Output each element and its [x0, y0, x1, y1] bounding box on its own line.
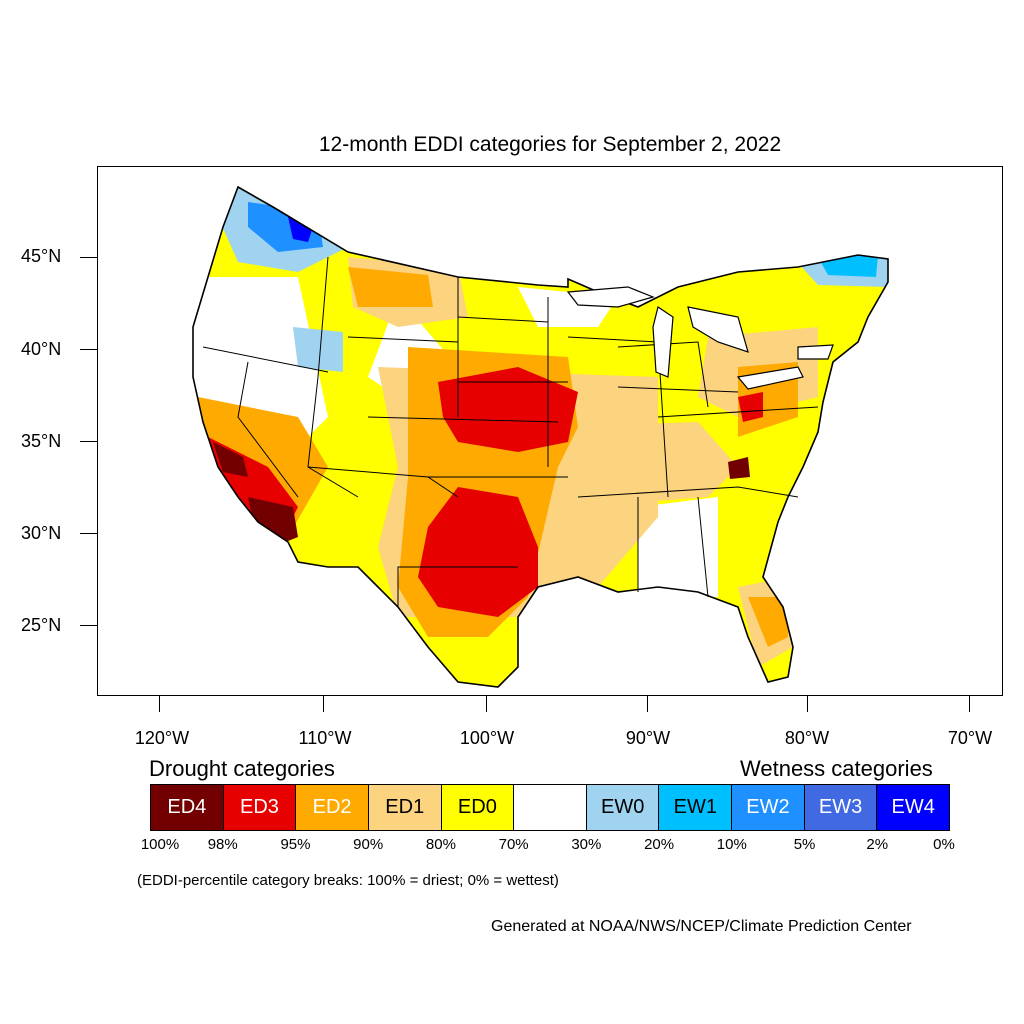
- percent-break-label: 30%: [571, 836, 602, 853]
- state-boundaries: [192, 185, 889, 688]
- lat-label-30: 30°N: [21, 523, 62, 543]
- eddi-fill-layer: [193, 187, 888, 687]
- lon-label-100: 100°W: [459, 728, 515, 748]
- lon-tick: [486, 696, 487, 712]
- percent-break-label: 95%: [280, 836, 311, 853]
- percent-break-label: 80%: [425, 836, 456, 853]
- lon-label-70: 70°W: [947, 728, 993, 748]
- legend-box-ed1: ED1: [368, 785, 442, 830]
- lat-label-40: 40°N: [21, 339, 62, 359]
- lat-label-35: 35°N: [21, 431, 62, 451]
- lon-tick: [647, 696, 648, 712]
- percent-break-label: 70%: [498, 836, 529, 853]
- percent-break-label: 98%: [207, 836, 238, 853]
- legend-box-neutral: [514, 785, 587, 830]
- percent-break-label: 100%: [140, 836, 180, 853]
- lat-tick: [80, 349, 97, 350]
- percent-break-label: 90%: [353, 836, 384, 853]
- legend-box-ew3: EW3: [804, 785, 878, 830]
- percent-break-label: 20%: [644, 836, 675, 853]
- percent-break-label: 2%: [866, 836, 889, 853]
- percent-break-label: 10%: [716, 836, 747, 853]
- legend-box-ew0: EW0: [586, 785, 660, 830]
- legend-box-ew1: EW1: [659, 785, 733, 830]
- lat-tick: [80, 441, 97, 442]
- lat-tick: [80, 625, 97, 626]
- eddi-map: [97, 166, 1003, 696]
- lon-label-110: 110°W: [298, 728, 352, 748]
- lon-tick: [807, 696, 808, 712]
- lon-label-90: 90°W: [625, 728, 671, 748]
- great-lakes: [566, 286, 834, 390]
- drought-heading: Drought categories: [149, 756, 335, 781]
- legend-box-ew4: EW4: [877, 785, 950, 830]
- legend-box-ew2: EW2: [732, 785, 805, 830]
- lat-tick: [80, 257, 97, 258]
- lat-label-45: 45°N: [21, 246, 62, 266]
- legend-box-ed2: ED2: [296, 785, 369, 830]
- wetness-heading: Wetness categories: [740, 756, 933, 781]
- lon-tick: [323, 696, 324, 712]
- lon-label-80: 80°W: [784, 728, 830, 748]
- conus-map-svg: [192, 185, 889, 688]
- legend-box-ed4: ED4: [151, 785, 224, 830]
- lat-label-25: 25°N: [21, 615, 62, 635]
- credit-line: Generated at NOAA/NWS/NCEP/Climate Predi…: [491, 918, 912, 935]
- percent-break-label: 5%: [793, 836, 816, 853]
- percent-break-label: 0%: [933, 836, 955, 853]
- lon-tick: [969, 696, 970, 712]
- lon-label-120: 120°W: [134, 728, 190, 748]
- lat-tick: [80, 533, 97, 534]
- legend-box-ed3: ED3: [223, 785, 297, 830]
- lon-tick: [159, 696, 160, 712]
- legend-box-ed0: ED0: [441, 785, 515, 830]
- category-note: (EDDI-percentile category breaks: 100% =…: [137, 872, 559, 889]
- legend-color-bar: ED4 ED3 ED2 ED1 ED0 EW0 EW1 EW2 EW3 EW4: [150, 784, 950, 831]
- map-title: 12-month EDDI categories for September 2…: [318, 133, 782, 156]
